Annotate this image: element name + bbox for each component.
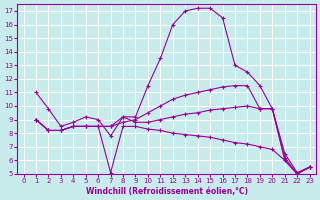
X-axis label: Windchill (Refroidissement éolien,°C): Windchill (Refroidissement éolien,°C) — [85, 187, 248, 196]
